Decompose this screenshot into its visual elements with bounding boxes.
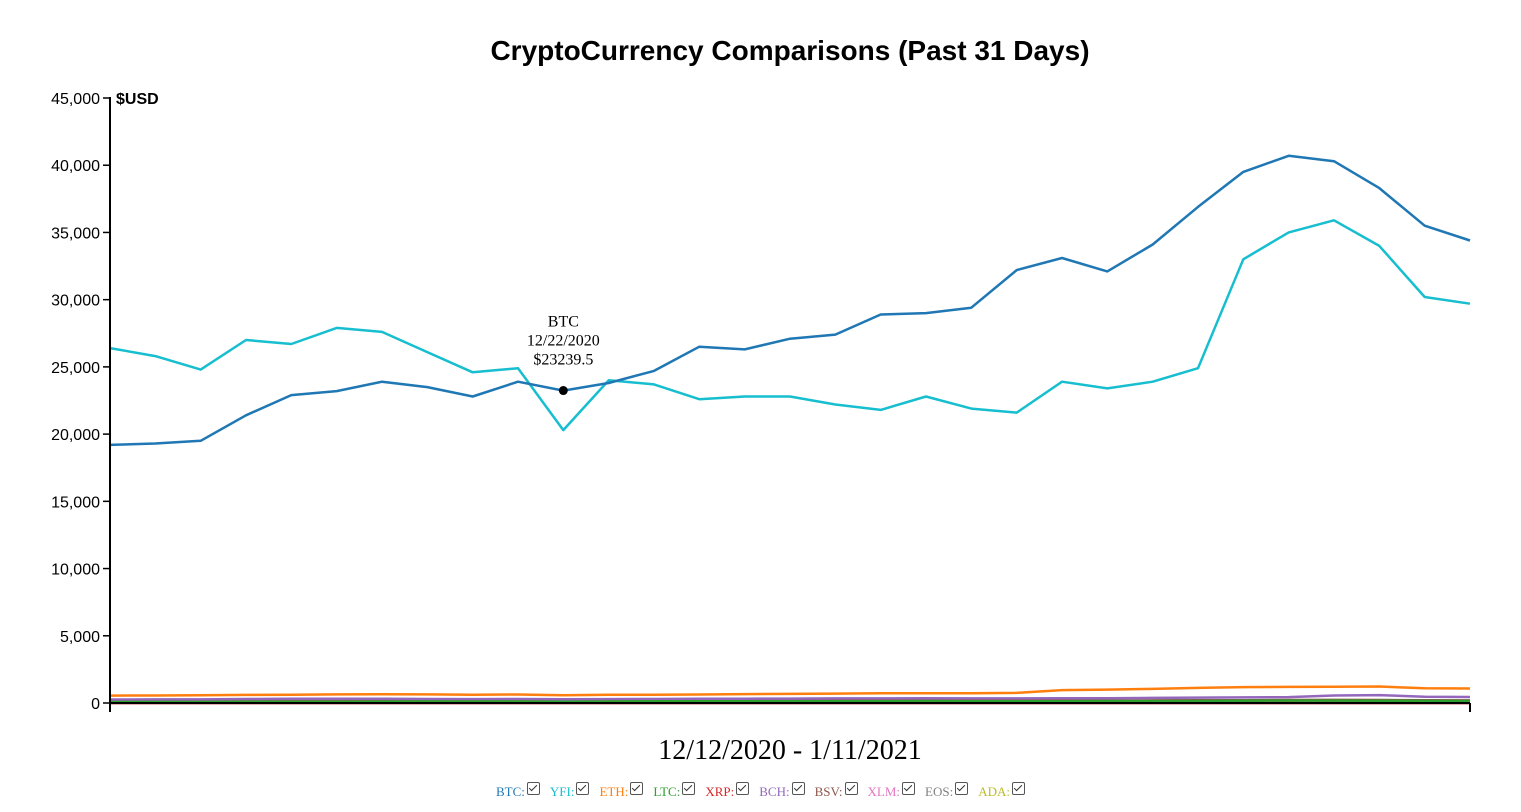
y-tick-label: 25,000 <box>51 360 100 377</box>
legend-label: ETH: <box>599 784 629 799</box>
legend-label: BCH: <box>759 784 790 799</box>
series-line-bch[interactable] <box>109 693 1471 701</box>
legend-label: XRP: <box>705 784 735 799</box>
tooltip-series: BTC <box>548 314 579 331</box>
axes: 0 5,000 10,000 15,000 20,000 25,000 30,000 35,0… <box>51 91 1471 713</box>
series-line-ltc[interactable] <box>109 699 1471 704</box>
legend-item-eth: ETH: <box>599 782 644 800</box>
legend-label: BSV: <box>814 784 843 799</box>
y-tick-label: 10,000 <box>51 562 100 579</box>
legend-checkbox-bch[interactable] <box>791 782 805 795</box>
legend-label: LTC: <box>653 784 681 799</box>
legend-checkbox-ltc[interactable] <box>682 782 696 795</box>
series-line-eth[interactable] <box>109 685 1471 697</box>
legend-checkbox-yfi[interactable] <box>576 782 590 795</box>
legend-label: XLM: <box>867 784 901 799</box>
legend-item-ada: ADA: <box>978 782 1025 800</box>
line-chart: CryptoCurrency Comparisons (Past 31 Days… <box>51 35 1471 766</box>
legend-item-eos: EOS: <box>925 782 969 800</box>
x-axis-label: 12/12/2020 - 1/11/2021 <box>658 735 921 766</box>
y-tick-label: 30,000 <box>51 293 100 310</box>
plot-area <box>109 154 1471 705</box>
legend: BTC: YFI: ETH: LTC: XRP: BCH: BSV: XLM: EOS: ADA: <box>0 782 1521 800</box>
legend-item-yfi: YFI: <box>550 782 590 800</box>
legend-item-btc: BTC: <box>496 782 540 800</box>
y-tick-label: 20,000 <box>51 427 100 444</box>
tooltip-date: 12/22/2020 <box>527 333 600 350</box>
series-line-yfi[interactable] <box>109 219 1471 432</box>
tooltip-value: $23239.5 <box>533 352 593 369</box>
legend-checkbox-xlm[interactable] <box>902 782 916 795</box>
legend-item-ltc: LTC: <box>653 782 696 800</box>
y-tick-label: 15,000 <box>51 494 100 511</box>
y-tick-label: 5,000 <box>60 629 100 646</box>
legend-item-bsv: BSV: <box>815 782 858 800</box>
y-tick-label: 35,000 <box>51 225 100 242</box>
legend-checkbox-xrp[interactable] <box>736 782 750 795</box>
legend-item-xlm: XLM: <box>868 782 916 800</box>
series-line-btc[interactable] <box>109 154 1471 447</box>
y-tick-label: 0 <box>91 696 100 713</box>
legend-checkbox-eos[interactable] <box>955 782 969 795</box>
y-tick-label: 45,000 <box>51 91 100 108</box>
chart-title: CryptoCurrency Comparisons (Past 31 Days… <box>490 35 1089 66</box>
tooltip-point <box>558 386 568 396</box>
legend-item-bch: BCH: <box>759 782 805 800</box>
legend-label: EOS: <box>925 784 954 799</box>
legend-item-xrp: XRP: <box>705 782 750 800</box>
legend-checkbox-bsv[interactable] <box>844 782 858 795</box>
y-axis-label: $USD <box>116 91 159 108</box>
legend-checkbox-ada[interactable] <box>1011 782 1025 795</box>
legend-checkbox-btc[interactable] <box>526 782 540 795</box>
legend-label: YFI: <box>549 784 575 799</box>
tooltip: BTC 12/22/2020 $23239.5 <box>527 314 600 396</box>
y-tick-label: 40,000 <box>51 158 100 175</box>
legend-label: BTC: <box>496 784 525 799</box>
legend-checkbox-eth[interactable] <box>630 782 644 795</box>
legend-label: ADA: <box>978 784 1010 799</box>
